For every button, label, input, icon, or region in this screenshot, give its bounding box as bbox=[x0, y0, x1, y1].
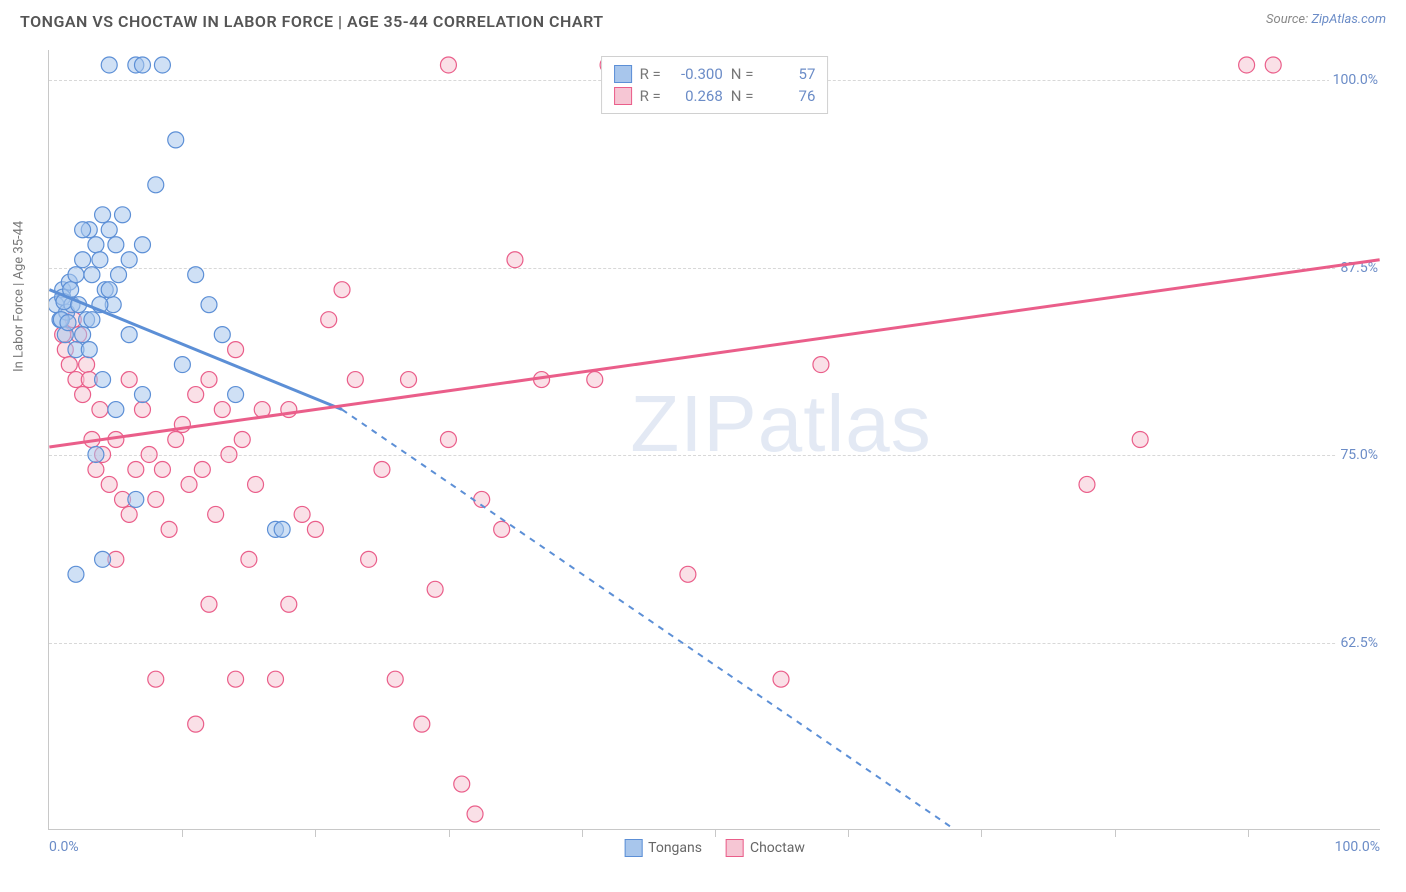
x-tick bbox=[715, 829, 716, 837]
scatter-svg bbox=[49, 50, 1380, 829]
swatch-choctaw bbox=[614, 87, 632, 105]
correlation-stats-box: R = -0.300 N = 57 R = 0.268 N = 76 bbox=[601, 56, 829, 114]
x-tick bbox=[449, 829, 450, 837]
x-tick bbox=[981, 829, 982, 837]
legend-swatch-choctaw bbox=[726, 839, 744, 857]
x-tick bbox=[1115, 829, 1116, 837]
x-axis-max-label: 100.0% bbox=[1335, 839, 1380, 855]
legend-item-choctaw: Choctaw bbox=[726, 839, 805, 857]
chart-title: TONGAN VS CHOCTAW IN LABOR FORCE | AGE 3… bbox=[20, 12, 604, 31]
legend-item-tongans: Tongans bbox=[624, 839, 702, 857]
source-attribution: Source: ZipAtlas.com bbox=[1266, 12, 1386, 27]
y-axis-title: In Labor Force | Age 35-44 bbox=[12, 220, 27, 371]
x-tick bbox=[315, 829, 316, 837]
legend-bottom: Tongans Choctaw bbox=[624, 839, 805, 857]
chart-plot-area: In Labor Force | Age 35-44 ZIPatlas R = … bbox=[48, 50, 1380, 830]
swatch-tongans bbox=[614, 65, 632, 83]
source-link[interactable]: ZipAtlas.com bbox=[1311, 12, 1386, 27]
chart-header: TONGAN VS CHOCTAW IN LABOR FORCE | AGE 3… bbox=[0, 0, 1406, 37]
legend-swatch-tongans bbox=[624, 839, 642, 857]
x-tick bbox=[582, 829, 583, 837]
stats-row-tongans: R = -0.300 N = 57 bbox=[614, 63, 816, 85]
stats-row-choctaw: R = 0.268 N = 76 bbox=[614, 85, 816, 107]
x-axis-min-label: 0.0% bbox=[49, 839, 79, 855]
x-tick bbox=[848, 829, 849, 837]
x-tick bbox=[1248, 829, 1249, 837]
x-tick bbox=[182, 829, 183, 837]
